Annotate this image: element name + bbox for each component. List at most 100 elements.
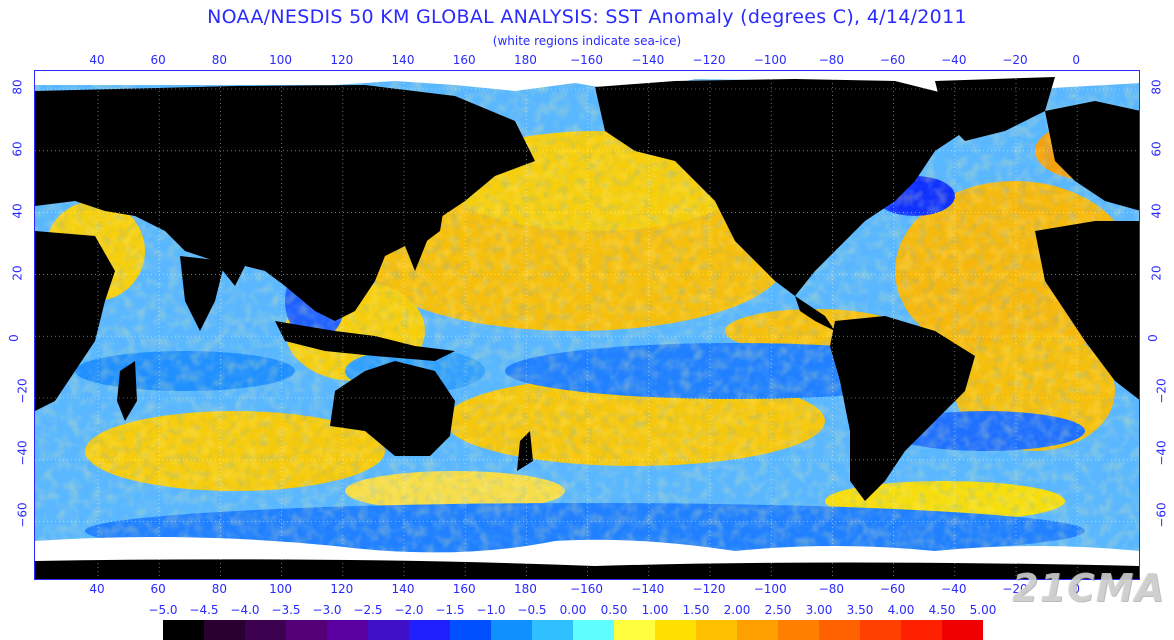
colorbar-swatch xyxy=(286,620,327,640)
antarctica xyxy=(35,559,1139,579)
longitude-label: −120 xyxy=(692,582,726,596)
longitude-label: 40 xyxy=(89,582,105,596)
latitude-label: −40 xyxy=(1154,440,1169,466)
colorbar-swatch xyxy=(614,620,655,640)
latitude-label: −20 xyxy=(1154,378,1169,404)
colorbar-tick-label: −1.0 xyxy=(476,603,506,617)
colorbar-tick-label: −2.0 xyxy=(394,603,424,617)
longitude-label: −40 xyxy=(941,53,967,67)
latitude-label: 60 xyxy=(10,141,25,157)
colorbar-tick-label: 1.00 xyxy=(641,603,669,617)
longitude-label: −40 xyxy=(941,582,967,596)
japan xyxy=(420,201,445,246)
europe xyxy=(1045,101,1139,211)
colorbar-swatch xyxy=(942,620,983,640)
sst-anomaly-map xyxy=(34,70,1140,580)
map-subtitle: (white regions indicate sea-ice) xyxy=(492,34,682,48)
longitude-label: 140 xyxy=(391,582,415,596)
longitude-label: 40 xyxy=(89,53,105,67)
latitude-label: 20 xyxy=(1149,265,1164,281)
colorbar-tick-label: −4.0 xyxy=(230,603,260,617)
colorbar-tick-label: 2.50 xyxy=(764,603,792,617)
colorbar-swatch xyxy=(696,620,737,640)
india xyxy=(180,256,225,331)
colorbar-swatch xyxy=(327,620,368,640)
longitude-label: −60 xyxy=(879,53,906,67)
madagascar xyxy=(117,361,137,421)
latitude-label: 40 xyxy=(10,203,25,219)
colorbar-tick-label: 0.00 xyxy=(559,603,587,617)
longitude-label: 80 xyxy=(211,53,228,67)
longitude-label: 160 xyxy=(452,53,476,67)
longitude-label: 180 xyxy=(513,53,537,67)
longitude-label: −120 xyxy=(692,53,726,67)
colorbar-swatch xyxy=(409,620,450,640)
colorbar xyxy=(163,620,983,640)
map-canvas xyxy=(35,71,1139,579)
longitude-label: −100 xyxy=(753,582,787,596)
colorbar-tick-label: −3.5 xyxy=(271,603,301,617)
longitude-label: −80 xyxy=(818,53,845,67)
longitude-label: −80 xyxy=(818,582,845,596)
latitude-label: 80 xyxy=(1149,79,1164,95)
longitude-label: 120 xyxy=(330,53,354,67)
latitude-label: −60 xyxy=(15,502,30,528)
colorbar-tick-label: −3.0 xyxy=(312,603,342,617)
longitude-label: 0 xyxy=(1072,582,1081,596)
longitude-label: 160 xyxy=(452,582,476,596)
longitude-label: 0 xyxy=(1072,53,1081,67)
new-zealand xyxy=(517,431,533,471)
greenland xyxy=(935,77,1055,141)
south-america xyxy=(830,316,975,501)
latitude-label: −40 xyxy=(15,440,30,466)
land-masses xyxy=(35,77,1139,579)
colorbar-swatch xyxy=(245,620,286,640)
colorbar-swatch xyxy=(163,620,204,640)
colorbar-tick-label: −4.5 xyxy=(189,603,219,617)
colorbar-tick-label: 5.00 xyxy=(969,603,997,617)
map-title: NOAA/NESDIS 50 KM GLOBAL ANALYSIS: SST A… xyxy=(207,6,967,28)
longitude-label: 140 xyxy=(391,53,415,67)
latitude-label: −20 xyxy=(15,378,30,404)
graticule xyxy=(35,71,1139,579)
latitude-label: 80 xyxy=(10,79,25,95)
colorbar-tick-label: 4.50 xyxy=(928,603,956,617)
latitude-label: 60 xyxy=(1149,141,1164,157)
colorbar-swatch xyxy=(655,620,696,640)
colorbar-tick-label: −1.5 xyxy=(435,603,465,617)
watermark-logo: 21CMA xyxy=(1012,566,1165,610)
north-america xyxy=(595,79,975,296)
longitude-label: 80 xyxy=(211,582,228,596)
longitude-label: 60 xyxy=(150,582,166,596)
longitude-label: 100 xyxy=(269,53,293,67)
colorbar-tick-label: 2.00 xyxy=(723,603,751,617)
longitude-label: −140 xyxy=(631,53,665,67)
longitude-label: −140 xyxy=(631,582,665,596)
colorbar-tick-label: 1.50 xyxy=(682,603,710,617)
colorbar-swatch xyxy=(778,620,819,640)
longitude-label: −20 xyxy=(1002,582,1028,596)
colorbar-swatch xyxy=(204,620,245,640)
longitude-label: 120 xyxy=(330,582,354,596)
colorbar-tick-label: 0.50 xyxy=(600,603,628,617)
colorbar-swatch xyxy=(901,620,942,640)
latitude-label: 0 xyxy=(1145,334,1160,343)
colorbar-swatch xyxy=(491,620,532,640)
colorbar-tick-label: 3.50 xyxy=(846,603,874,617)
indonesia xyxy=(275,321,455,361)
colorbar-tick-label: 4.00 xyxy=(887,603,915,617)
central-america xyxy=(795,296,835,331)
australia xyxy=(330,361,455,456)
longitude-label: −160 xyxy=(570,582,604,596)
longitude-label: −60 xyxy=(879,582,906,596)
latitude-label: 40 xyxy=(1149,203,1164,219)
colorbar-tick-label: 3.00 xyxy=(805,603,833,617)
colorbar-swatch xyxy=(532,620,573,640)
colorbar-swatch xyxy=(573,620,614,640)
colorbar-swatch xyxy=(860,620,901,640)
colorbar-swatch xyxy=(819,620,860,640)
latitude-label: 0 xyxy=(6,334,21,343)
longitude-label: 60 xyxy=(150,53,166,67)
longitude-label: 180 xyxy=(513,582,537,596)
longitude-label: −20 xyxy=(1002,53,1028,67)
